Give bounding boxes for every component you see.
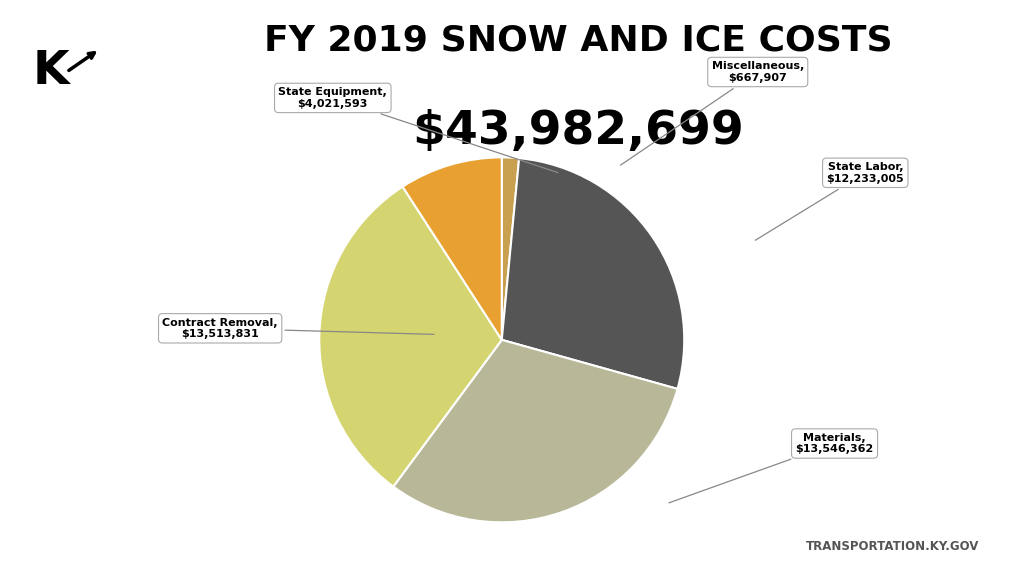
Text: FY 2019 SNOW AND ICE COSTS: FY 2019 SNOW AND ICE COSTS: [264, 23, 893, 57]
Text: Miscellaneous,
$667,907: Miscellaneous, $667,907: [621, 61, 804, 165]
Text: $43,982,699: $43,982,699: [413, 109, 744, 154]
Wedge shape: [502, 158, 684, 389]
Text: Materials,
$13,546,362: Materials, $13,546,362: [669, 433, 873, 503]
Wedge shape: [502, 157, 519, 340]
Text: State Labor,
$12,233,005: State Labor, $12,233,005: [756, 162, 904, 240]
Wedge shape: [402, 157, 502, 340]
Text: State Equipment,
$4,021,593: State Equipment, $4,021,593: [279, 87, 558, 173]
Text: TRANSPORTATION.KY.GOV: TRANSPORTATION.KY.GOV: [806, 540, 979, 553]
Text: Contract Removal,
$13,513,831: Contract Removal, $13,513,831: [163, 317, 434, 339]
Text: K: K: [33, 50, 69, 94]
Wedge shape: [319, 187, 502, 487]
Wedge shape: [393, 340, 678, 522]
